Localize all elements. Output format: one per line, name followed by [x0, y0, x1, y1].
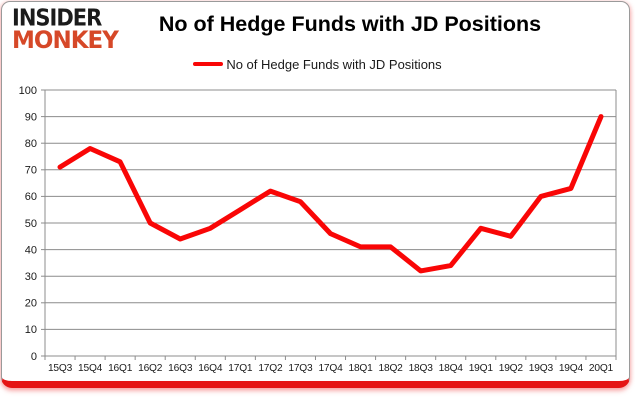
x-axis-label: 19Q4 [559, 363, 584, 374]
x-axis-label: 20Q1 [589, 363, 614, 374]
y-axis-label: 100 [19, 85, 37, 97]
x-axis-label: 15Q3 [48, 363, 73, 374]
x-axis-label: 17Q4 [318, 363, 343, 374]
chart-legend: No of Hedge Funds with JD Positions [0, 56, 635, 72]
y-axis-label: 20 [25, 298, 37, 310]
x-axis-label: 18Q1 [348, 363, 373, 374]
y-axis-label: 30 [25, 271, 37, 283]
x-axis-label: 18Q3 [409, 363, 434, 374]
x-axis-label: 16Q4 [198, 363, 223, 374]
x-axis-label: 17Q3 [288, 363, 313, 374]
data-line-series [57, 114, 604, 274]
insider-monkey-logo: INSIDER MONKEY [12, 4, 119, 55]
y-axis-label: 70 [25, 165, 37, 177]
logo-word-monkey: MONKEY [12, 26, 119, 55]
logo-word-insider: INSIDER [12, 4, 102, 31]
y-axis-label: 40 [25, 244, 37, 256]
x-axis-label: 15Q4 [78, 363, 103, 374]
x-axis-label: 16Q3 [168, 363, 193, 374]
x-axis-label: 17Q1 [228, 363, 253, 374]
y-axis-label: 0 [31, 351, 37, 363]
x-axis-label: 16Q1 [108, 363, 133, 374]
x-axis-label: 19Q2 [499, 363, 524, 374]
legend-line-swatch [193, 61, 224, 67]
x-axis-label: 19Q1 [469, 363, 494, 374]
legend-label: No of Hedge Funds with JD Positions [226, 56, 442, 72]
y-axis-label: 50 [25, 218, 37, 230]
y-axis-label: 80 [25, 138, 37, 150]
x-axis-label: 16Q2 [138, 363, 163, 374]
x-axis-label: 17Q2 [258, 363, 283, 374]
chart-card [1, 1, 630, 388]
y-axis-label: 60 [25, 191, 37, 203]
y-axis-label: 90 [25, 111, 37, 123]
x-axis-label: 18Q4 [439, 363, 464, 374]
y-axis-label: 10 [25, 324, 37, 336]
x-axis-label: 19Q3 [529, 363, 554, 374]
chart-title: No of Hedge Funds with JD Positions [158, 12, 542, 36]
x-axis-label: 18Q2 [379, 363, 404, 374]
